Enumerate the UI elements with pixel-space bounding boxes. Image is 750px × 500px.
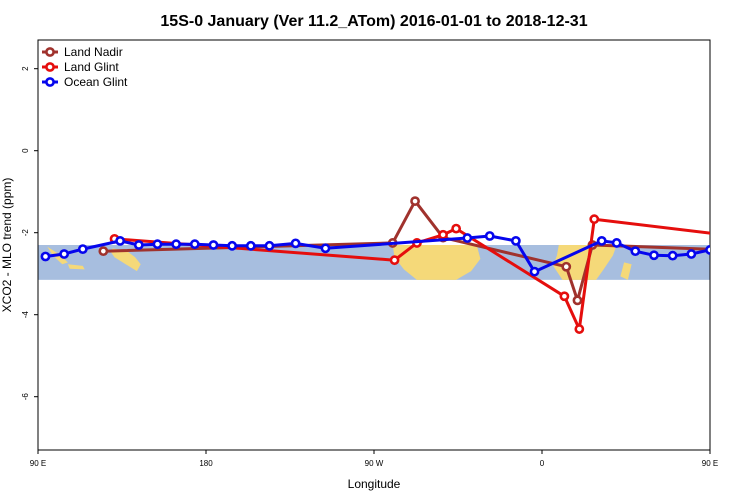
data-point bbox=[725, 237, 732, 244]
data-point bbox=[484, 231, 495, 241]
legend-marker bbox=[45, 62, 55, 72]
data-point bbox=[611, 238, 622, 248]
legend-label: Ocean Glint bbox=[64, 75, 128, 89]
legend-item: Land Glint bbox=[42, 60, 119, 74]
y-tick-label: -6 bbox=[21, 393, 30, 401]
series-land-glint bbox=[109, 214, 710, 334]
data-point bbox=[59, 249, 70, 259]
data-point bbox=[133, 240, 144, 250]
data-point bbox=[630, 246, 641, 257]
data-point bbox=[572, 295, 583, 306]
land-java bbox=[67, 264, 85, 270]
data-point bbox=[462, 233, 473, 243]
data-point bbox=[245, 240, 256, 251]
data-point bbox=[410, 196, 420, 207]
legend-marker bbox=[45, 77, 55, 87]
data-point bbox=[77, 244, 88, 254]
y-axis-label: XCO2 - MLO trend (ppm) bbox=[0, 178, 14, 313]
data-point bbox=[705, 245, 710, 255]
data-point bbox=[649, 250, 659, 261]
x-axis: 90 E 180 90 W 0 90 E bbox=[30, 450, 718, 468]
x-axis-label: Longitude bbox=[348, 477, 401, 491]
data-point bbox=[189, 239, 200, 250]
data-point bbox=[40, 251, 51, 262]
legend-marker bbox=[45, 47, 55, 57]
data-point bbox=[152, 239, 163, 250]
data-point bbox=[451, 223, 462, 234]
x-tick-label: 0 bbox=[540, 459, 545, 468]
data-point bbox=[510, 235, 521, 246]
y-tick-label: 2 bbox=[21, 66, 30, 71]
data-point bbox=[171, 239, 182, 250]
chart-title: 15S-0 January (Ver 11.2_ATom) 2016-01-01… bbox=[160, 13, 587, 30]
data-point bbox=[290, 238, 301, 249]
data-point bbox=[264, 240, 275, 251]
data-point bbox=[115, 235, 126, 246]
data-point bbox=[438, 229, 448, 240]
data-point bbox=[589, 214, 600, 225]
y-tick-label: -4 bbox=[21, 311, 30, 319]
data-point bbox=[389, 255, 400, 266]
x-tick-label: 90 W bbox=[365, 459, 384, 468]
x-tick-label: 90 E bbox=[30, 459, 46, 468]
land-madagascar bbox=[620, 262, 632, 280]
x-tick-label: 180 bbox=[199, 459, 213, 468]
legend-item: Land Nadir bbox=[42, 45, 123, 59]
y-axis: 2 0 -2 -4 -6 bbox=[21, 66, 38, 400]
land-south-america bbox=[392, 245, 481, 280]
data-point bbox=[596, 235, 607, 246]
legend-item: Ocean Glint bbox=[42, 75, 128, 89]
data-point bbox=[529, 266, 540, 277]
data-point bbox=[98, 246, 109, 257]
data-point bbox=[320, 243, 331, 254]
land-indonesia-east bbox=[719, 247, 740, 265]
data-point bbox=[574, 324, 585, 334]
land-papua bbox=[110, 248, 141, 272]
land-java-repeat bbox=[740, 264, 750, 269]
data-point bbox=[744, 241, 750, 248]
legend-label: Land Glint bbox=[64, 60, 119, 74]
data-point bbox=[686, 249, 697, 259]
y-tick-label: -2 bbox=[21, 229, 30, 237]
legend-label: Land Nadir bbox=[64, 45, 123, 59]
series-ocean-glint bbox=[40, 231, 750, 277]
data-point bbox=[208, 240, 219, 250]
x-tick-label: 90 E bbox=[702, 459, 718, 468]
data-point bbox=[227, 240, 238, 251]
y-tick-label: 0 bbox=[21, 148, 30, 153]
data-point bbox=[561, 261, 572, 272]
series-line bbox=[45, 234, 710, 274]
series-layer bbox=[40, 196, 750, 334]
data-point bbox=[667, 250, 678, 261]
data-point bbox=[559, 291, 570, 302]
